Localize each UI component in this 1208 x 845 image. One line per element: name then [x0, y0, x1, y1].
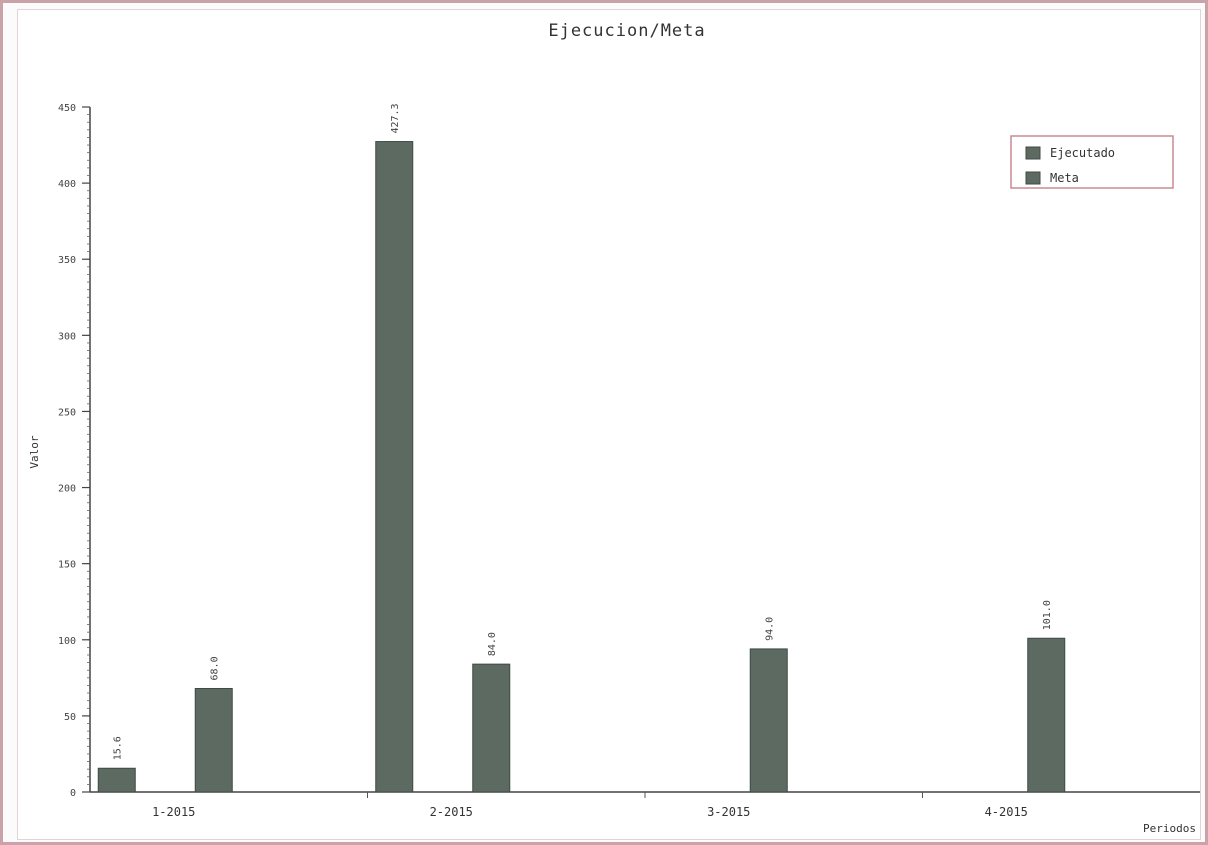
bar-ejecutado-1-2015: [97, 767, 136, 793]
x-axis: 1-2015 2-2015 3-2015 4-2015: [90, 791, 1200, 819]
data-label: 427.3: [390, 103, 401, 133]
legend: Ejecutado Meta: [1010, 135, 1174, 189]
data-label: 94.0: [765, 617, 776, 641]
bar-ejecutado-2-2015: [375, 141, 414, 793]
y-tick-label: 350: [58, 255, 76, 266]
chart-title: Ejecucion/Meta: [548, 21, 705, 41]
legend-swatch: [1025, 171, 1041, 185]
legend-label: Meta: [1050, 171, 1079, 185]
bar-meta-4-2015: [1027, 637, 1066, 793]
y-tick-label: 400: [58, 179, 76, 190]
bar-meta-3-2015: [749, 648, 788, 793]
x-tick-label: 1-2015: [152, 805, 195, 819]
y-tick-label: 0: [70, 788, 76, 799]
data-label: 15.6: [113, 736, 124, 760]
y-tick-label: 250: [58, 407, 76, 418]
bar-meta-1-2015: [194, 687, 233, 793]
data-label: 101.0: [1042, 600, 1053, 630]
y-tick-label: 450: [58, 103, 76, 114]
x-tick-label: 4-2015: [985, 805, 1028, 819]
data-label: 68.0: [210, 656, 221, 680]
y-tick-label: 200: [58, 484, 76, 495]
y-tick-label: 50: [64, 712, 76, 723]
y-axis: 0 50 100 150 200 250 300 350 400 450: [58, 103, 91, 799]
x-tick-label: 3-2015: [707, 805, 750, 819]
legend-swatch: [1025, 146, 1041, 160]
y-axis-label: Valor: [28, 435, 41, 468]
x-axis-label: Periodos: [1143, 822, 1196, 835]
bars: 15.6 427.3 68.0 84.0 94.0 101.0: [97, 103, 1066, 793]
bar-meta-2-2015: [472, 663, 511, 793]
data-label: 84.0: [487, 632, 498, 656]
y-tick-label: 300: [58, 331, 76, 342]
y-tick-label: 150: [58, 560, 76, 571]
y-tick-label: 100: [58, 636, 76, 647]
x-tick-label: 2-2015: [430, 805, 473, 819]
legend-label: Ejecutado: [1050, 146, 1115, 160]
